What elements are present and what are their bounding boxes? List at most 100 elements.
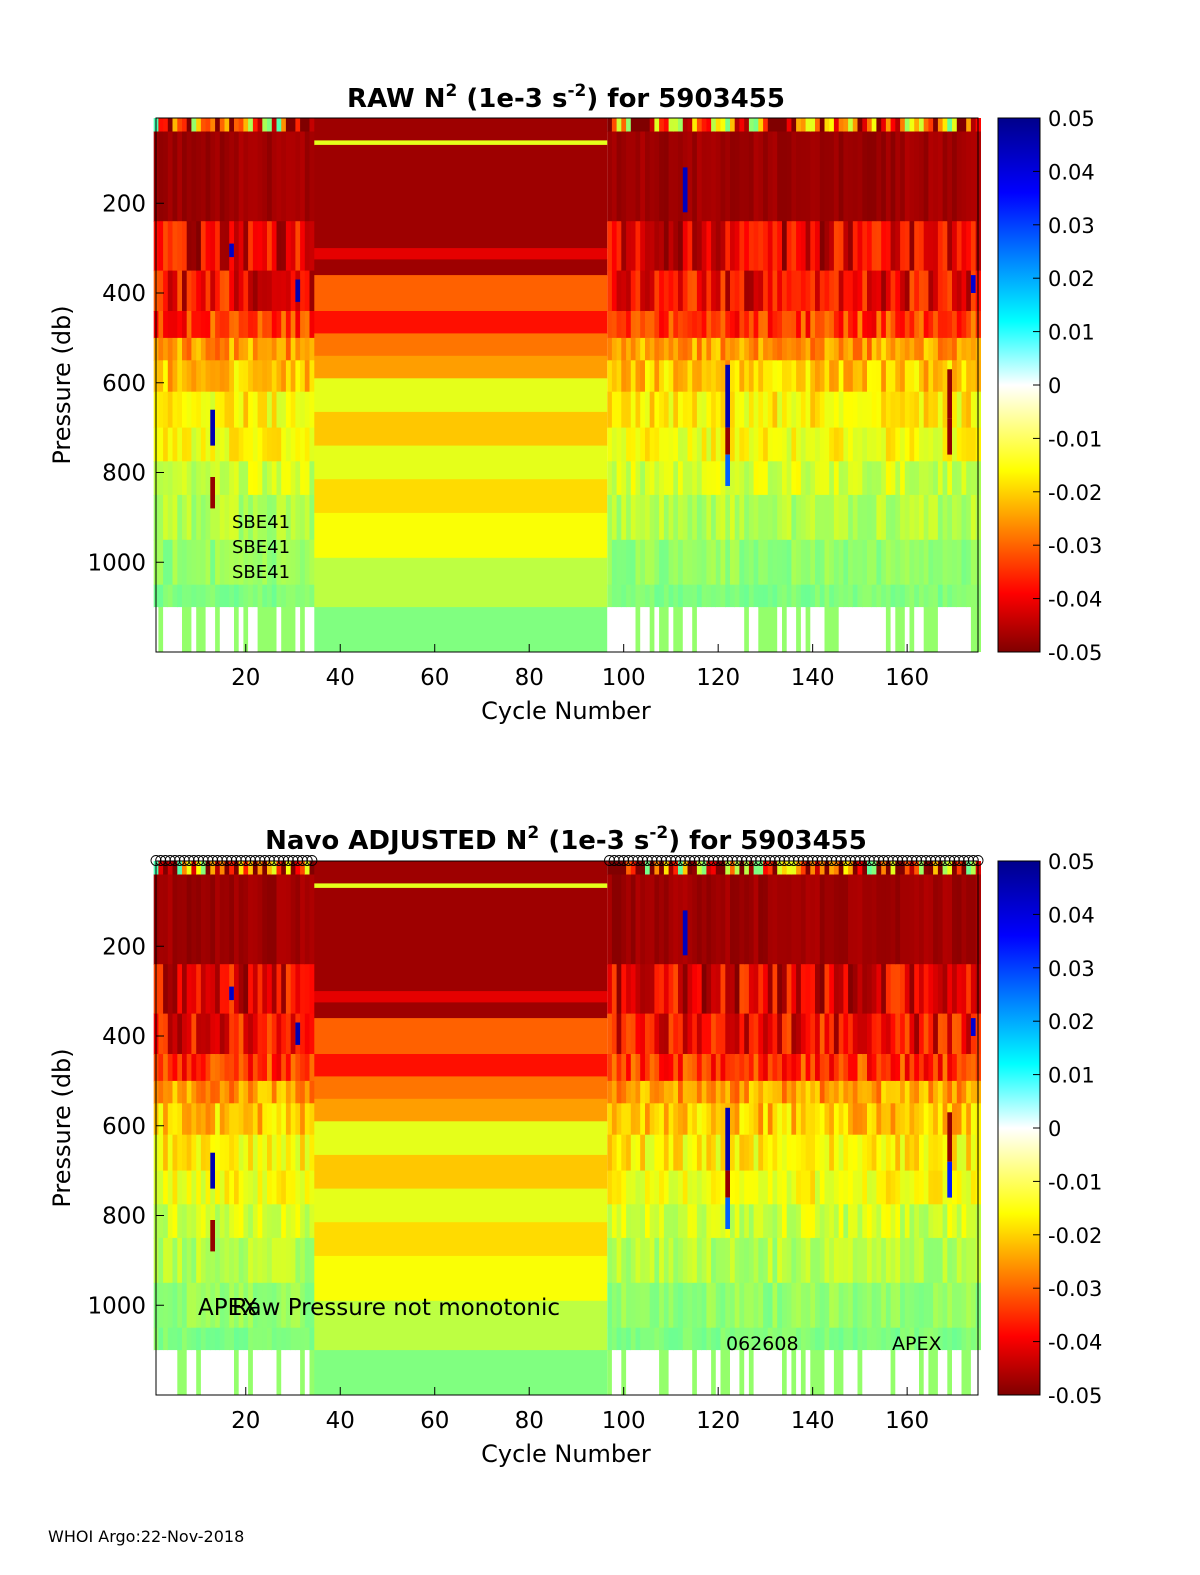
heatmap-cell [163,131,169,222]
heatmap-cell [867,1282,873,1329]
heatmap-cell [290,494,296,541]
heatmap-cell [205,427,211,462]
heatmap-cell [966,118,972,133]
heatmap-cell [763,964,769,1015]
heatmap-cell [163,1134,169,1172]
heatmap-cell [668,311,674,339]
heatmap-cell [172,1282,178,1329]
heatmap-cell [611,131,618,222]
heatmap-cell [248,584,254,608]
heatmap-cell [248,118,254,133]
colorbar-tick-label: 0 [1048,374,1061,398]
heatmap-cell [224,539,230,586]
heatmap-cell [815,270,821,312]
heatmap-cell [815,964,821,1015]
heatmap-cell [829,1282,835,1329]
heatmap-cell [191,861,197,876]
heatmap-cell [914,427,920,462]
heatmap-cell [248,1170,254,1205]
heatmap-cell [196,221,202,272]
heatmap-cell [649,391,655,429]
heatmap-cell [186,461,192,496]
heatmap-cell [257,1013,263,1055]
heatmap-cell [720,1170,726,1205]
heatmap-cell [182,391,188,429]
heatmap-cell [890,1134,896,1172]
heatmap-cell [205,311,211,339]
heatmap-cell [885,221,892,272]
heatmap-cell [635,964,641,1015]
heatmap-cell [824,1350,830,1395]
heatmap-cell [621,131,627,222]
heatmap-cell [753,1327,759,1351]
heatmap-cell [229,874,235,965]
heatmap-cell [191,874,197,965]
heatmap-cell [867,427,873,462]
heatmap-cell [819,391,826,429]
heatmap-cell [687,1282,693,1329]
x-tick-label: 120 [696,1408,740,1434]
heatmap-cell [763,337,769,361]
heatmap-cell [649,131,655,222]
heatmap-cell [243,360,249,393]
y-tick-label: 600 [102,1114,146,1140]
heatmap-cell [739,311,745,339]
heatmap-cell [763,1282,769,1329]
heatmap-cell [862,391,868,429]
heatmap-cell [158,270,164,312]
heatmap-cell [838,461,844,496]
heatmap-anomaly [210,477,215,509]
heatmap-cell [895,607,901,652]
heatmap-cell [838,311,844,339]
heatmap-cell [715,1282,722,1329]
heatmap-cell [663,1054,670,1082]
heatmap-cell [290,1080,296,1104]
heatmap-cell [767,131,774,222]
heatmap-cell [219,1170,226,1205]
heatmap-cell [215,1134,221,1172]
heatmap-cell [871,1080,877,1104]
heatmap-cell [276,1237,282,1284]
heatmap-cell [191,607,197,652]
heatmap-cell [904,221,911,272]
heatmap-cell [177,1282,183,1329]
heatmap-cell [630,874,637,965]
heatmap-cell [848,539,854,586]
heatmap-cell [720,1013,726,1055]
heatmap-cell [626,1204,632,1239]
heatmap-cell [200,861,207,876]
heatmap-cell [271,1237,278,1284]
heatmap-cell [304,607,311,652]
heatmap-cell [663,270,670,312]
heatmap-cell [262,1013,268,1055]
heatmap-cell [271,494,278,541]
heatmap-cell [881,221,887,272]
heatmap-cell [970,337,977,361]
heatmap-cell [243,1350,249,1395]
heatmap-cell [696,337,703,361]
heatmap-cell [696,1204,703,1239]
heatmap-cell [758,270,764,312]
heatmap-cell [900,270,906,312]
heatmap-cell [838,607,844,652]
heatmap-cell [621,1013,627,1055]
heatmap-cell [626,1350,632,1395]
heatmap-cell [937,461,944,496]
heatmap-cell [219,861,226,876]
heatmap-anomaly [970,275,976,293]
heatmap-cell [970,607,977,652]
heatmap-cell [300,427,306,462]
heatmap-cell [271,131,278,222]
heatmap-cell [238,1327,244,1351]
heatmap-cell [956,1282,963,1329]
heatmap-cell [919,360,925,393]
heatmap-cell [219,270,226,312]
heatmap-cell [234,1103,240,1136]
heatmap-cell [276,1080,282,1104]
heatmap-cell [810,874,816,965]
heatmap-cell [706,1134,712,1172]
heatmap-cell [243,1327,249,1351]
heatmap-cell [300,270,306,312]
heatmap-cell [791,311,797,339]
heatmap-cell [833,1134,840,1172]
